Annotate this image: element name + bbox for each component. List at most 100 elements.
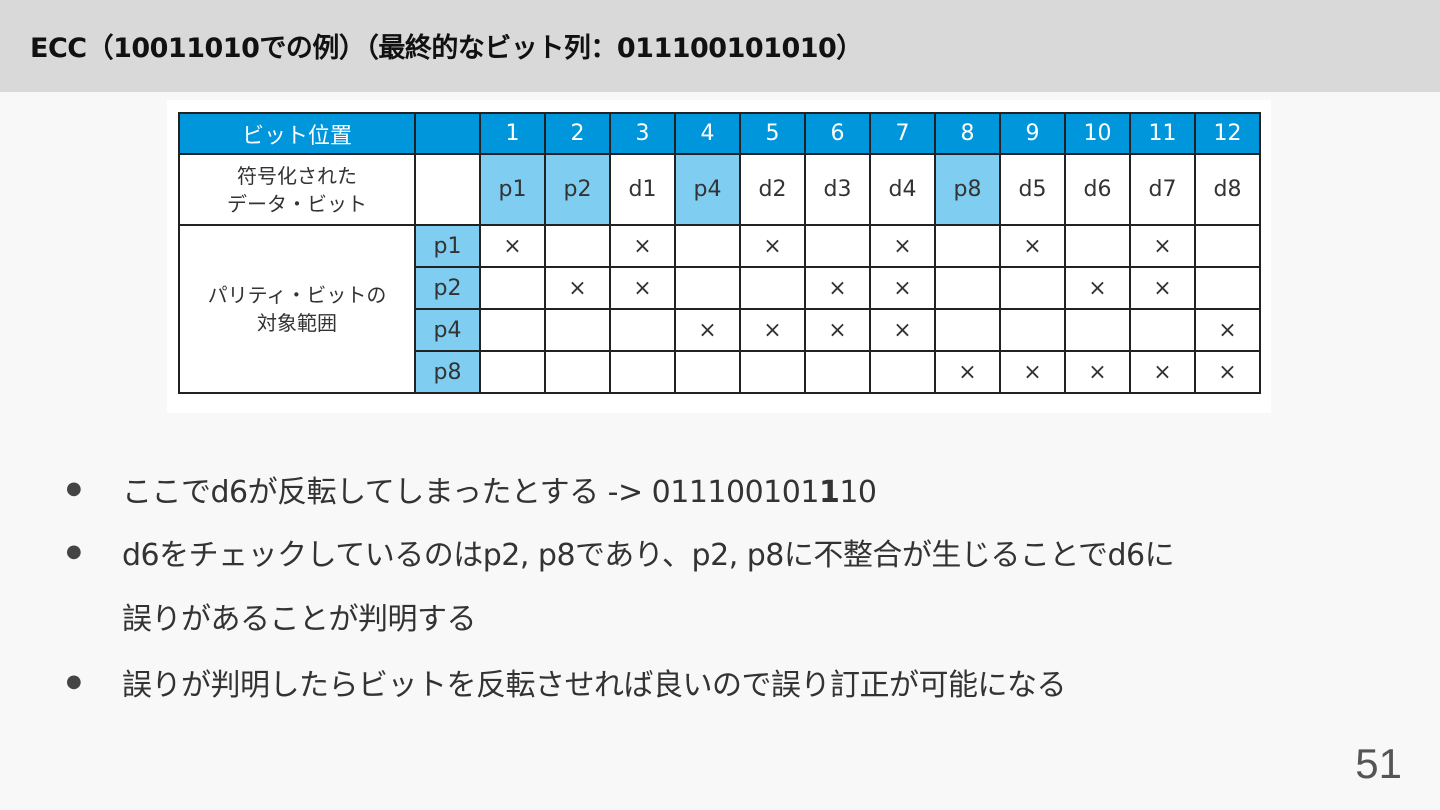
parity-row-p1: パリティ・ビットの 対象範囲 p1 × × × × × × (178, 224, 1261, 394)
bullet-icon: ● (66, 671, 82, 692)
bit-position-header: ビット位置 (178, 112, 416, 155)
encoded-bit-cell: p4 (674, 153, 741, 226)
coverage-mark: × (609, 266, 676, 310)
bit-position-cell: 6 (804, 112, 871, 155)
bit-position-cell: 9 (999, 112, 1066, 155)
coverage-empty (934, 308, 1001, 352)
bit-position-cell: 8 (934, 112, 1001, 155)
coverage-empty (804, 350, 871, 394)
coverage-mark: × (1064, 266, 1131, 310)
encoded-bit-cell: d1 (609, 153, 676, 226)
parity-name-cell: p1 (414, 224, 481, 268)
bit-position-cell: 11 (1129, 112, 1196, 155)
coverage-mark: × (999, 350, 1066, 394)
encoded-row: 符号化された データ・ビット p1 p2 d1 p4 d2 d3 d4 p8 d5 d6 d7 d8 (178, 153, 1261, 226)
encoded-bit-cell: d7 (1129, 153, 1196, 226)
coverage-empty (934, 224, 1001, 268)
coverage-mark: × (544, 266, 611, 310)
bullet-item: 誤りが判明したらビットを反転させれば良いので誤り訂正が可能になる (122, 668, 1067, 703)
coverage-empty (479, 266, 546, 310)
header-blank (414, 112, 481, 155)
coverage-mark: × (1194, 308, 1261, 352)
coverage-mark: × (869, 266, 936, 310)
bit-position-cell: 10 (1064, 112, 1131, 155)
bit-position-cell: 2 (544, 112, 611, 155)
coverage-empty (609, 308, 676, 352)
coverage-mark: × (739, 308, 806, 352)
encoded-bit-cell: p8 (934, 153, 1001, 226)
hamming-code-table-figure: ビット位置 1 2 3 4 5 6 7 8 9 10 11 12 符号化された データ・ビット p1 p2 d1 p… (167, 100, 1271, 413)
coverage-mark: × (999, 224, 1066, 268)
coverage-mark: × (674, 308, 741, 352)
encoded-blank (414, 153, 481, 226)
coverage-empty (739, 350, 806, 394)
bit-position-cell: 4 (674, 112, 741, 155)
flipped-bit: 1 (818, 475, 840, 510)
bit-position-cell: 3 (609, 112, 676, 155)
coverage-empty (674, 350, 741, 394)
coverage-empty (1064, 308, 1131, 352)
encoded-bit-cell: d3 (804, 153, 871, 226)
encoded-bit-cell: p2 (544, 153, 611, 226)
bullet-text: ここでd6が反転してしまったとする -> 011100101 (122, 475, 819, 510)
bullet-item-continuation: 誤りがあることが判明する (122, 602, 477, 637)
parity-row-p4: p4 × × × × × (179, 308, 1261, 352)
coverage-empty (1064, 224, 1131, 268)
bullet-icon: ● (66, 541, 82, 562)
bit-position-cell: 5 (739, 112, 806, 155)
coverage-mark: × (1064, 350, 1131, 394)
coverage-mark: × (934, 350, 1001, 394)
bit-position-cell: 7 (869, 112, 936, 155)
coverage-empty (544, 350, 611, 394)
coverage-empty (739, 266, 806, 310)
coverage-empty (674, 224, 741, 268)
coverage-empty (609, 350, 676, 394)
encoded-bit-cell: d5 (999, 153, 1066, 226)
parity-name-cell: p8 (414, 350, 481, 394)
coverage-mark: × (609, 224, 676, 268)
coverage-empty (1194, 224, 1261, 268)
coverage-empty (934, 266, 1001, 310)
bit-position-cell: 1 (479, 112, 546, 155)
encoded-bit-cell: d6 (1064, 153, 1131, 226)
encoded-bit-cell: p1 (479, 153, 546, 226)
hamming-code-table: ビット位置 1 2 3 4 5 6 7 8 9 10 11 12 符号化された データ・ビット p1 p2 d1 p… (178, 112, 1261, 394)
coverage-mark: × (804, 266, 871, 310)
coverage-empty (544, 308, 611, 352)
coverage-empty (1129, 308, 1196, 352)
coverage-empty (479, 350, 546, 394)
coverage-empty (674, 266, 741, 310)
coverage-mark: × (869, 308, 936, 352)
coverage-mark: × (869, 224, 936, 268)
page-number: 51 (1355, 740, 1402, 787)
coverage-empty (1194, 266, 1261, 310)
coverage-empty (804, 224, 871, 268)
bit-position-cell: 12 (1194, 112, 1261, 155)
parity-row-p2: p2 × × × × × × (179, 266, 1261, 310)
coverage-mark: × (1129, 350, 1196, 394)
encoded-bit-cell: d8 (1194, 153, 1261, 226)
slide-title: ECC（10011010での例）（最終的なビット列：011100101010） (30, 33, 863, 64)
coverage-mark: × (739, 224, 806, 268)
coverage-mark: × (479, 224, 546, 268)
title-bar: ECC（10011010での例）（最終的なビット列：011100101010） (0, 0, 1440, 92)
coverage-empty (999, 266, 1066, 310)
coverage-empty (869, 350, 936, 394)
parity-name-cell: p4 (414, 308, 481, 352)
coverage-mark: × (804, 308, 871, 352)
coverage-mark: × (1129, 224, 1196, 268)
bullet-text-tail: 10 (839, 475, 877, 510)
header-row: ビット位置 1 2 3 4 5 6 7 8 9 10 11 12 (178, 112, 1261, 155)
bullet-item: ここでd6が反転してしまったとする -> 011100101110 (122, 467, 877, 511)
bullet-item: d6をチェックしているのはp2, p8であり、p2, p8に不整合が生じることで… (122, 538, 1175, 573)
parity-row-p8: p8 × × × × × (179, 350, 1261, 394)
coverage-mark: × (1194, 350, 1261, 394)
coverage-empty (479, 308, 546, 352)
parity-name-cell: p2 (414, 266, 481, 310)
coverage-mark: × (1129, 266, 1196, 310)
coverage-empty (544, 224, 611, 268)
coverage-empty (999, 308, 1066, 352)
parity-range-label: パリティ・ビットの 対象範囲 (178, 224, 416, 394)
encoded-bit-cell: d4 (869, 153, 936, 226)
encoded-bit-cell: d2 (739, 153, 806, 226)
